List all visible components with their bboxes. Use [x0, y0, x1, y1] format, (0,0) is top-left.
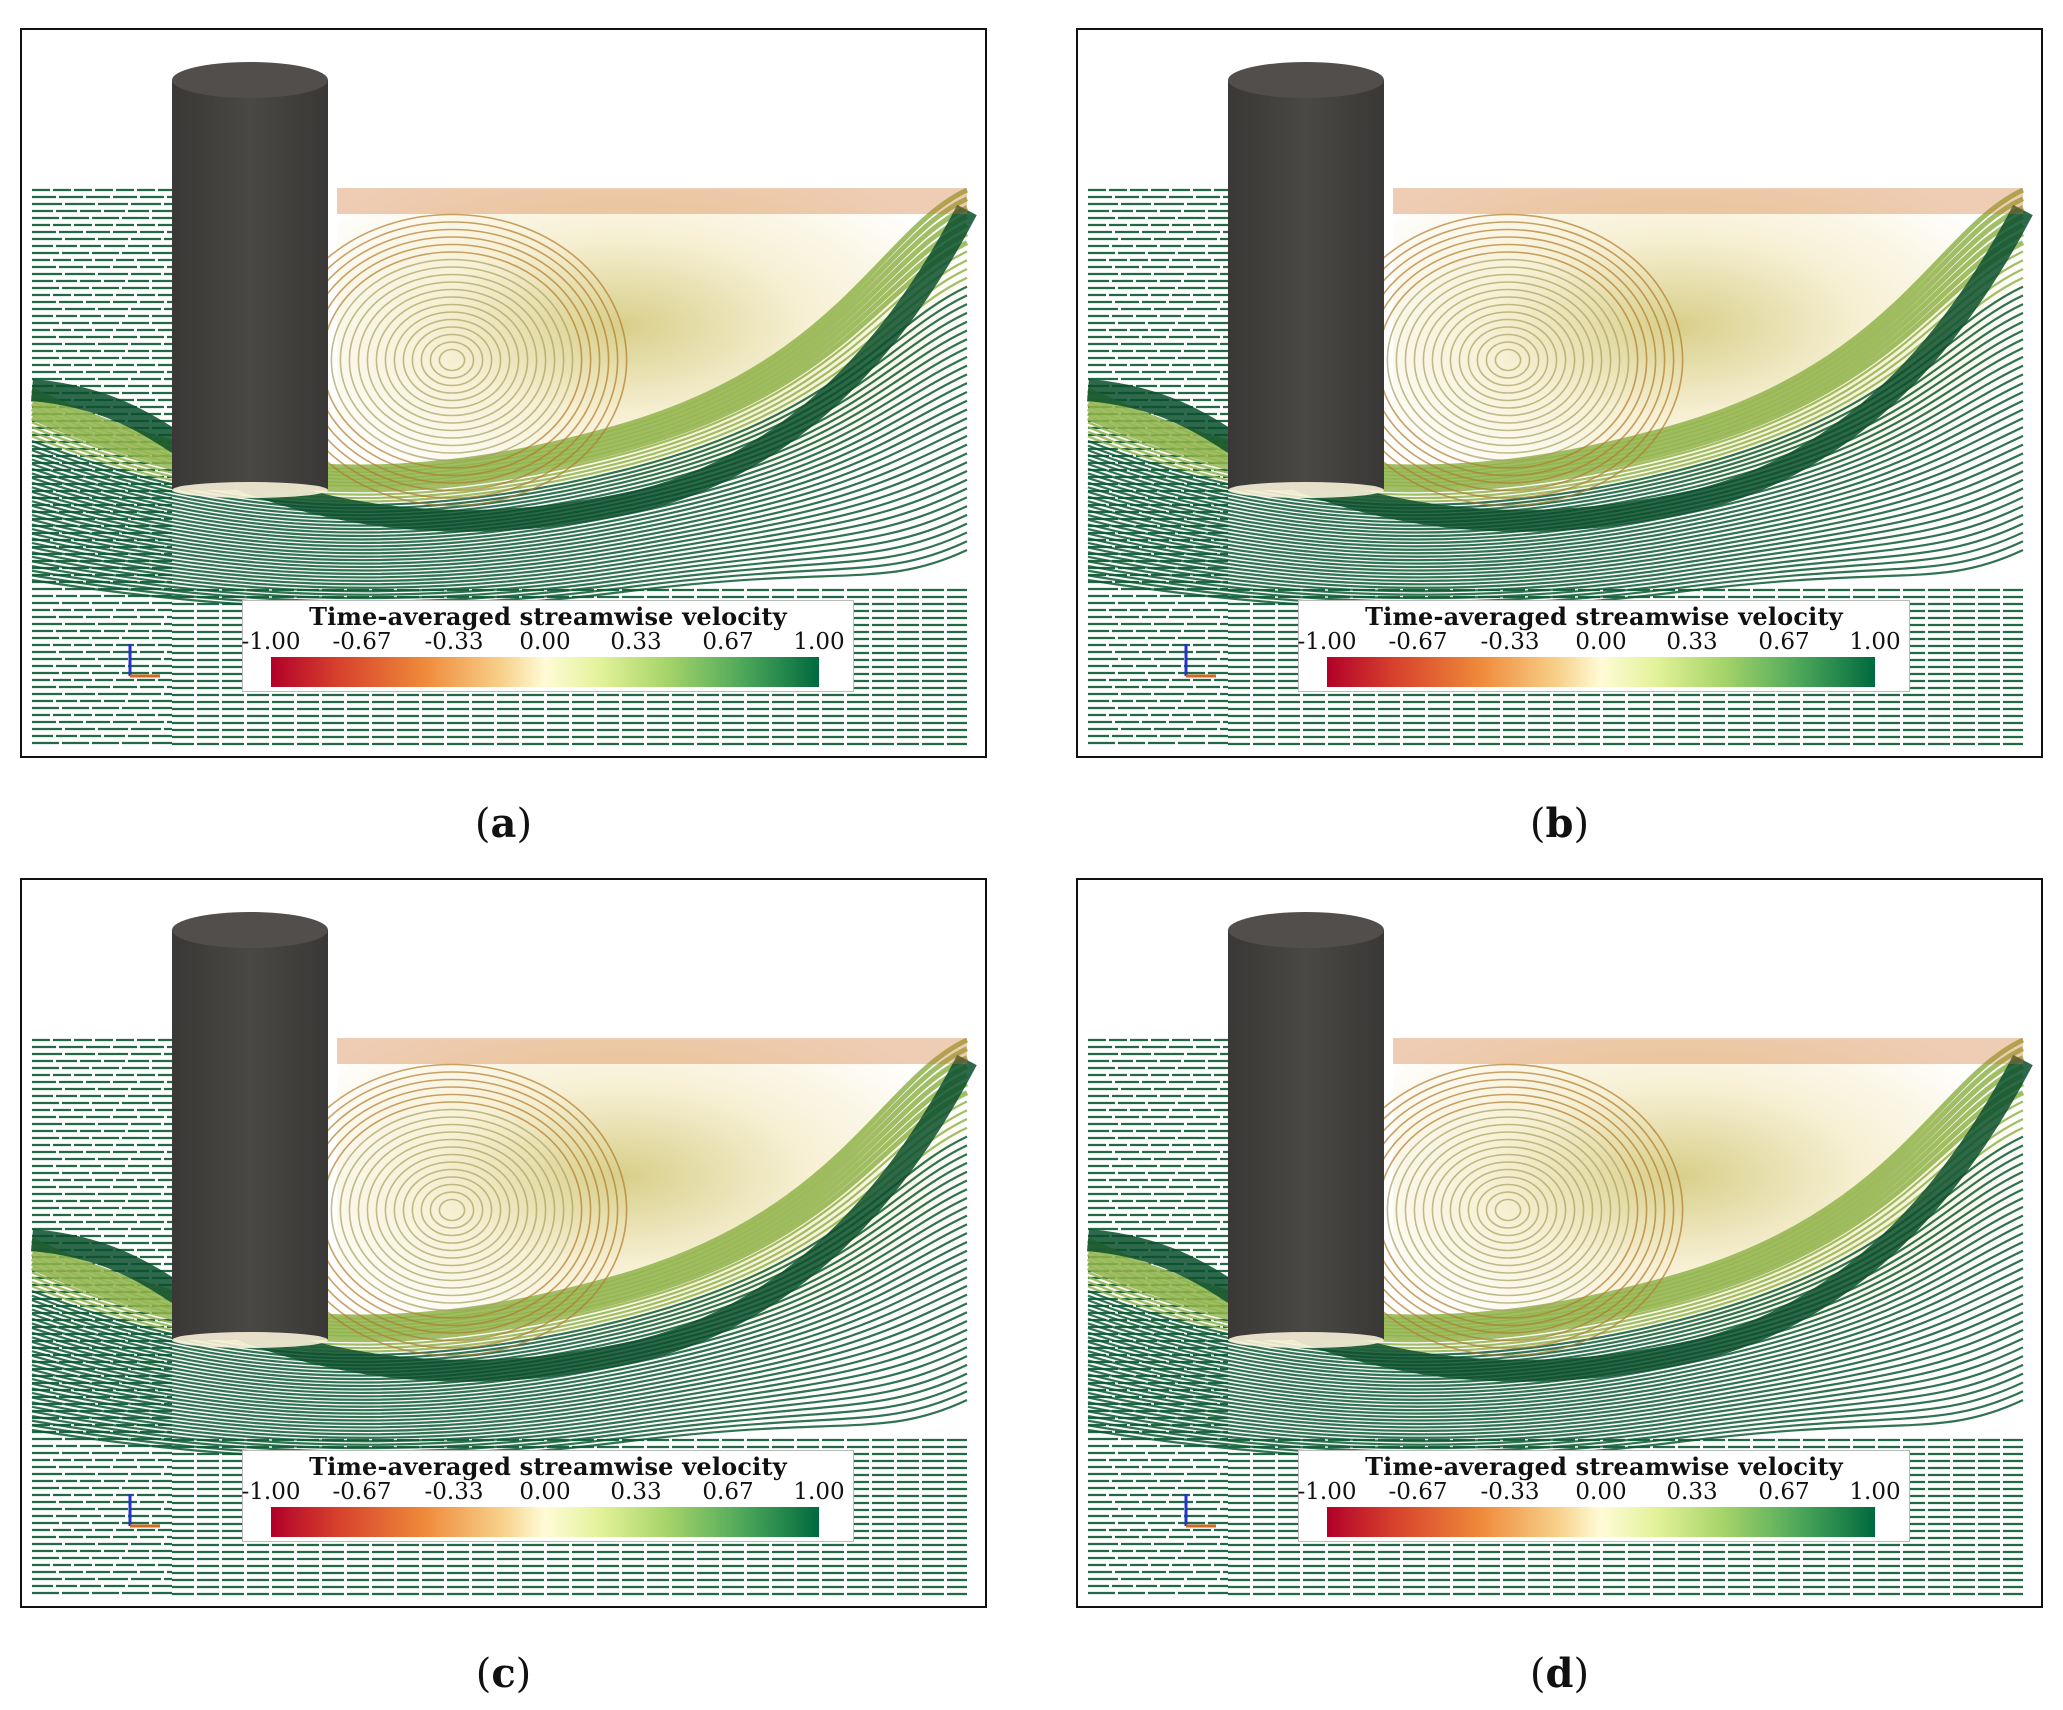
colorbar-tick: -0.33 — [424, 629, 484, 655]
colorbar-tick: -0.67 — [1388, 1479, 1448, 1505]
colorbar-tick: -1.00 — [1297, 1479, 1357, 1505]
colorbar-tick: 1.00 — [1849, 1479, 1901, 1505]
colorbar-tick: 0.33 — [1666, 629, 1718, 655]
panel-caption-b: (b) — [1529, 800, 1590, 847]
colorbar-tick: 1.00 — [1849, 629, 1901, 655]
colorbar-tick: 0.00 — [519, 629, 571, 655]
colorbar-tick: -0.33 — [1480, 1479, 1540, 1505]
colorbar-legend-b: Time-averaged streamwise velocity -1.00 … — [1298, 600, 1910, 692]
colorbar-tick: 1.00 — [793, 629, 845, 655]
colorbar-gradient — [1327, 1507, 1875, 1537]
colorbar-tick: 0.67 — [1758, 629, 1810, 655]
colorbar-tick: 0.33 — [610, 629, 662, 655]
panel-caption-a: (a) — [474, 800, 533, 847]
colorbar-tick: 1.00 — [793, 1479, 845, 1505]
axes-triad-icon — [1182, 1490, 1222, 1534]
colorbar-tick: 0.00 — [1575, 1479, 1627, 1505]
colorbar-tick: 0.67 — [702, 1479, 754, 1505]
colorbar-tick: 0.67 — [1758, 1479, 1810, 1505]
colorbar-tick: 0.33 — [610, 1479, 662, 1505]
colorbar-tick: -1.00 — [241, 629, 301, 655]
colorbar-tick: -0.67 — [332, 1479, 392, 1505]
colorbar-gradient — [271, 657, 819, 687]
axes-triad-icon — [1182, 640, 1222, 684]
figure-panel-c: Time-averaged streamwise velocity -1.00 … — [20, 878, 987, 1608]
wake-vortex — [276, 213, 628, 507]
cylinder-body — [172, 62, 328, 498]
colorbar-legend-d: Time-averaged streamwise velocity -1.00 … — [1298, 1450, 1910, 1542]
colorbar-ticks: -1.00 -0.67 -0.33 0.00 0.33 0.67 1.00 — [241, 629, 853, 655]
colorbar-tick: 0.67 — [702, 629, 754, 655]
streamline-plot-d — [1086, 912, 2033, 1596]
colorbar-title: Time-averaged streamwise velocity — [309, 602, 787, 631]
figure-panel-a: Time-averaged streamwise velocity -1.00 … — [20, 28, 987, 758]
panel-caption-c: (c) — [475, 1650, 532, 1697]
colorbar-ticks: -1.00 -0.67 -0.33 0.00 0.33 0.67 1.00 — [1297, 629, 1909, 655]
colorbar-tick: -0.33 — [1480, 629, 1540, 655]
colorbar-tick: -0.67 — [1388, 629, 1448, 655]
colorbar-tick: -1.00 — [241, 1479, 301, 1505]
colorbar-ticks: -1.00 -0.67 -0.33 0.00 0.33 0.67 1.00 — [1297, 1479, 1909, 1505]
streamline-plot-b — [1086, 62, 2033, 746]
colorbar-legend-c: Time-averaged streamwise velocity -1.00 … — [242, 1450, 854, 1542]
cylinder-body — [1228, 912, 1384, 1348]
axes-triad-icon — [126, 640, 166, 684]
cylinder-body — [172, 912, 328, 1348]
panel-caption-d: (d) — [1529, 1650, 1590, 1697]
cylinder-body — [1228, 62, 1384, 498]
colorbar-gradient — [271, 1507, 819, 1537]
colorbar-tick: -0.33 — [424, 1479, 484, 1505]
colorbar-tick: 0.33 — [1666, 1479, 1718, 1505]
colorbar-ticks: -1.00 -0.67 -0.33 0.00 0.33 0.67 1.00 — [241, 1479, 853, 1505]
colorbar-gradient — [1327, 657, 1875, 687]
colorbar-tick: -1.00 — [1297, 629, 1357, 655]
colorbar-title: Time-averaged streamwise velocity — [309, 1452, 787, 1481]
colorbar-title: Time-averaged streamwise velocity — [1365, 602, 1843, 631]
colorbar-tick: -0.67 — [332, 629, 392, 655]
colorbar-tick: 0.00 — [519, 1479, 571, 1505]
colorbar-legend-a: Time-averaged streamwise velocity -1.00 … — [242, 600, 854, 692]
figure-panel-b: Time-averaged streamwise velocity -1.00 … — [1076, 28, 2043, 758]
figure-panel-d: Time-averaged streamwise velocity -1.00 … — [1076, 878, 2043, 1608]
streamline-plot-c — [30, 912, 977, 1596]
axes-triad-icon — [126, 1490, 166, 1534]
colorbar-tick: 0.00 — [1575, 629, 1627, 655]
colorbar-title: Time-averaged streamwise velocity — [1365, 1452, 1843, 1481]
